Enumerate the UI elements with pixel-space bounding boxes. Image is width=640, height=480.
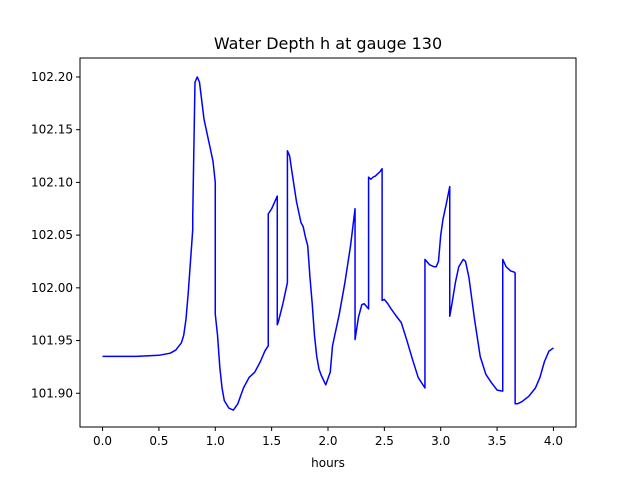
axes-frame xyxy=(79,57,577,428)
x-tick-label: 4.0 xyxy=(544,434,563,448)
series-line xyxy=(102,76,554,411)
x-tick-label: 1.5 xyxy=(262,434,281,448)
y-tick-label: 102.15 xyxy=(31,123,73,137)
plot-area xyxy=(79,57,577,428)
x-tick-label: 0.0 xyxy=(93,434,112,448)
y-tick-label: 102.10 xyxy=(31,175,73,189)
y-axis: 101.90 101.95 102.00 102.05 102.10 102.15 102.… xyxy=(31,70,80,400)
y-tick-label: 101.95 xyxy=(31,334,73,348)
x-tick-label: 3.0 xyxy=(431,434,450,448)
y-tick-label: 101.90 xyxy=(31,386,73,400)
y-tick-label: 102.20 xyxy=(31,70,73,84)
y-tick-label: 102.05 xyxy=(31,228,73,242)
x-tick-label: 2.0 xyxy=(318,434,337,448)
x-tick-label: 0.5 xyxy=(149,434,168,448)
y-tick-label: 102.00 xyxy=(31,281,73,295)
x-axis: 0.0 0.5 1.0 1.5 2.0 2.5 3.0 3.5 4.0 xyxy=(93,427,563,448)
chart-title: Water Depth h at gauge 130 xyxy=(214,34,442,53)
x-tick-label: 3.5 xyxy=(488,434,507,448)
x-tick-label: 2.5 xyxy=(375,434,394,448)
x-tick-label: 1.0 xyxy=(206,434,225,448)
x-axis-label: hours xyxy=(311,456,345,470)
